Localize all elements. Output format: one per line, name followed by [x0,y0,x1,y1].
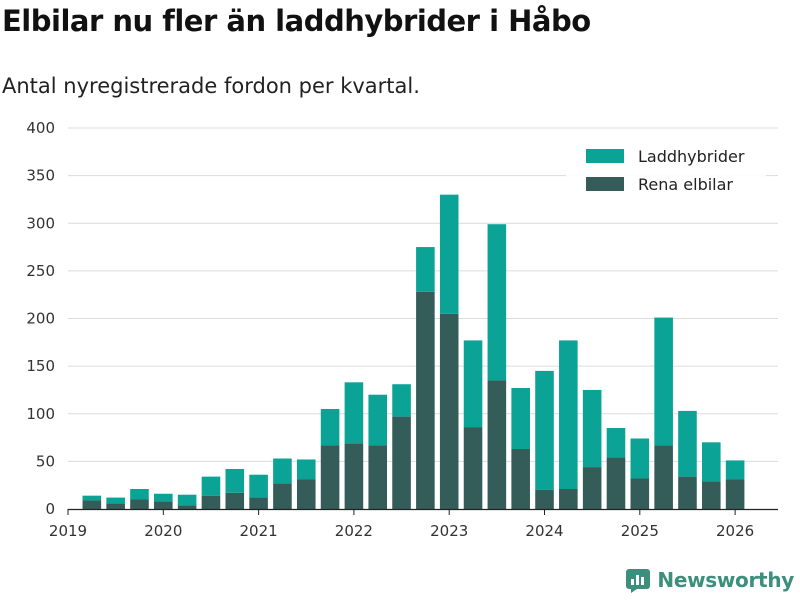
bar-rena-elbilar-9 [296,479,316,509]
bar-rena-elbilar-27 [725,479,745,509]
newsworthy-logo-text: Newsworthy [657,568,794,592]
bar-rena-elbilar-13 [392,416,411,509]
bar-rena-elbilar-21 [582,467,602,509]
bar-rena-elbilar-6 [225,492,245,509]
y-tick-label-300: 300 [26,214,55,232]
legend-label-laddhybrider: Laddhybrider [638,147,745,166]
bar-laddhybrider-22 [606,428,626,458]
bar-rena-elbilar-15 [439,313,459,509]
bar-rena-elbilar-10 [320,445,340,509]
bar-rena-elbilar-19 [535,489,554,509]
y-tick-label-150: 150 [26,357,55,375]
x-tick-label-2020: 2020 [144,522,182,540]
bar-laddhybrider-25 [678,410,697,477]
bar-laddhybrider-0 [82,495,102,501]
bar-laddhybrider-6 [225,468,245,493]
bar-rena-elbilar-7 [249,497,268,509]
bar-laddhybrider-24 [654,317,673,446]
bar-rena-elbilar-26 [701,481,721,509]
bars [82,194,745,509]
bar-rena-elbilar-23 [630,478,650,509]
bar-rena-elbilar-18 [511,448,530,509]
bar-laddhybrider-12 [368,394,388,446]
bar-laddhybrider-27 [725,460,745,480]
bar-rena-elbilar-12 [368,445,388,509]
chart-subtitle: Antal nyregistrerade fordon per kvartal. [2,74,420,98]
bar-rena-elbilar-8 [273,483,292,509]
x-tick-label-2019: 2019 [49,522,87,540]
y-tick-label-350: 350 [26,167,55,185]
bar-rena-elbilar-25 [678,476,697,509]
bar-laddhybrider-26 [701,442,721,482]
bar-laddhybrider-21 [582,389,602,468]
bar-laddhybrider-14 [416,247,435,292]
x-tick-label-2021: 2021 [240,522,278,540]
bar-rena-elbilar-22 [606,457,626,509]
bar-laddhybrider-15 [439,194,459,314]
bar-rena-elbilar-24 [654,445,673,509]
bar-rena-elbilar-16 [463,427,483,509]
x-tick-label-2025: 2025 [621,522,659,540]
bar-laddhybrider-19 [535,370,554,490]
x-tick-label-2022: 2022 [335,522,373,540]
x-tick-label-2023: 2023 [430,522,468,540]
bar-rena-elbilar-5 [201,495,221,509]
bar-rena-elbilar-11 [344,443,364,509]
y-tick-label-200: 200 [26,310,55,328]
bar-rena-elbilar-3 [154,501,173,509]
bar-laddhybrider-2 [130,488,149,500]
newsworthy-logo-icon [626,569,651,593]
y-tick-label-50: 50 [36,452,55,470]
y-axis-ticks: 0 50 100 150 200 250 300 350 400 [26,119,55,518]
bar-rena-elbilar-1 [106,503,125,509]
bar-laddhybrider-17 [487,224,507,381]
newsworthy-logo: Newsworthy [625,567,794,593]
bar-rena-elbilar-17 [487,380,507,509]
bar-laddhybrider-8 [273,458,292,484]
bar-laddhybrider-16 [463,340,483,428]
y-tick-label-100: 100 [26,405,55,423]
bar-rena-elbilar-14 [416,291,435,509]
legend-label-rena-elbilar: Rena elbilar [638,175,733,194]
legend-swatch-laddhybrider [586,149,624,163]
bar-laddhybrider-4 [177,494,197,506]
y-tick-label-400: 400 [26,119,55,137]
legend-swatch-rena-elbilar [586,177,624,191]
bar-laddhybrider-3 [154,493,173,502]
bar-laddhybrider-10 [320,408,340,446]
bar-laddhybrider-5 [201,476,221,496]
y-tick-label-250: 250 [26,262,55,280]
bar-rena-elbilar-0 [82,500,102,509]
bar-rena-elbilar-20 [559,488,578,509]
bar-rena-elbilar-4 [177,505,197,509]
legend: Laddhybrider Rena elbilar [566,140,766,202]
x-tick-label-2024: 2024 [525,522,563,540]
chart-title: Elbilar nu fler än laddhybrider i Håbo [2,4,591,38]
bar-laddhybrider-18 [511,388,530,449]
bar-laddhybrider-7 [249,474,268,498]
bar-rena-elbilar-2 [130,499,149,509]
bar-laddhybrider-13 [392,384,411,417]
x-axis: 2019 2020 2021 2022 2023 2024 2025 2026 [49,508,778,540]
y-tick-label-0: 0 [45,500,55,518]
bar-laddhybrider-20 [559,340,578,489]
bar-laddhybrider-23 [630,438,650,479]
bar-laddhybrider-9 [296,459,316,480]
bar-laddhybrider-1 [106,497,125,504]
bar-laddhybrider-11 [344,382,364,444]
x-tick-label-2026: 2026 [716,522,754,540]
